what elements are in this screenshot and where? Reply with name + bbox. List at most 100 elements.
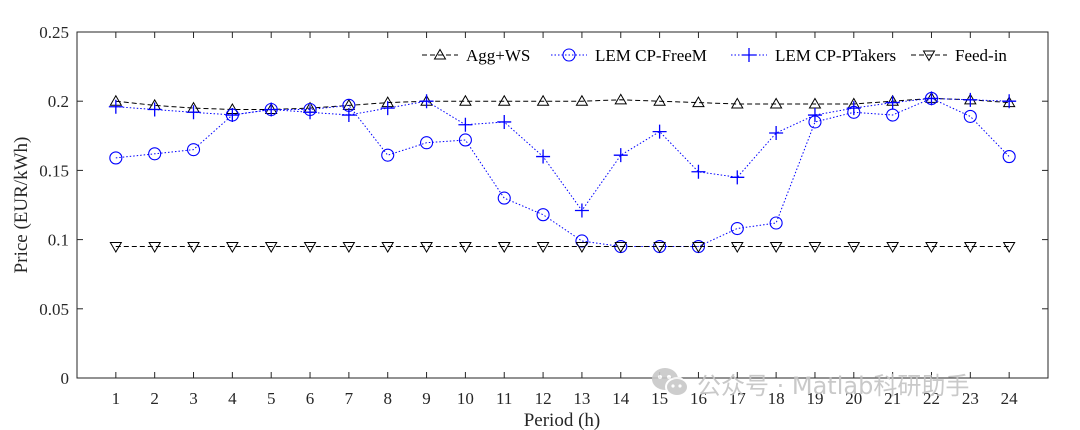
data-point [303, 242, 317, 254]
legend-label: LEM CP-PTakers [775, 46, 896, 65]
series-lem-cp-ptakers [108, 91, 1017, 218]
data-point [109, 242, 123, 254]
data-point [847, 242, 861, 254]
data-point [925, 242, 938, 254]
x-tick-label: 9 [422, 389, 431, 408]
x-tick-label: 16 [690, 389, 707, 408]
data-point [575, 94, 589, 106]
y-tick-label: 0 [61, 369, 70, 388]
legend-marker [433, 48, 447, 60]
data-point [963, 242, 977, 254]
data-point [303, 105, 318, 120]
data-point [497, 114, 512, 129]
data-point [691, 164, 706, 179]
x-tick-label: 15 [651, 389, 668, 408]
data-point [614, 242, 628, 254]
data-point [808, 97, 822, 109]
data-point [769, 97, 783, 109]
x-tick-label: 12 [535, 389, 552, 408]
x-axis: 1 2 3 4 5 6 7 8 9 10 11 12 13 14 15 16 17 18 19 20 21 22 23 24 [112, 32, 1019, 408]
data-point [730, 170, 745, 185]
data-point [885, 95, 900, 110]
data-point [536, 208, 550, 222]
legend-marker [742, 48, 756, 62]
data-point [458, 117, 473, 132]
x-tick-label: 10 [457, 389, 474, 408]
x-tick-label: 4 [228, 389, 237, 408]
data-point [264, 242, 278, 254]
x-tick-label: 2 [150, 389, 159, 408]
x-tick-label: 23 [962, 389, 979, 408]
x-tick-label: 22 [923, 389, 940, 408]
data-point [614, 93, 628, 105]
data-point [692, 96, 705, 108]
data-point [225, 108, 240, 123]
legend-item: Feed-in [911, 46, 1007, 65]
x-tick-label: 17 [729, 389, 747, 408]
data-point [147, 102, 162, 117]
data-point [1002, 150, 1016, 164]
y-tick-label: 0.2 [48, 92, 69, 111]
data-point [342, 242, 356, 254]
legend-item: LEM CP-PTakers [731, 46, 896, 65]
data-point [264, 102, 279, 117]
data-point [769, 242, 783, 254]
legend: Agg+WS LEM CP-FreeM LEM CP-PTakers Feed-in [422, 46, 1007, 65]
data-point [419, 94, 434, 109]
legend-label: Agg+WS [466, 46, 530, 65]
data-point [924, 91, 939, 106]
x-tick-label: 14 [612, 389, 630, 408]
data-point [730, 242, 744, 254]
x-tick-label: 11 [496, 389, 512, 408]
x-tick-label: 24 [1001, 389, 1019, 408]
data-point [886, 242, 900, 254]
data-point [186, 143, 201, 157]
data-point [730, 97, 744, 109]
data-point [497, 242, 511, 254]
data-point [109, 151, 123, 165]
data-point [963, 92, 978, 107]
data-point [381, 148, 395, 162]
x-tick-label: 18 [768, 389, 785, 408]
data-point [575, 242, 589, 254]
data-point [574, 203, 589, 218]
x-tick-label: 8 [383, 389, 392, 408]
data-point [536, 94, 550, 106]
data-point [613, 148, 628, 163]
data-point [1002, 242, 1016, 254]
y-tick-label: 0.1 [48, 231, 69, 250]
data-point [808, 242, 822, 254]
x-tick-label: 3 [189, 389, 198, 408]
data-point [807, 108, 822, 123]
data-point [536, 242, 550, 254]
x-tick-label: 21 [884, 389, 901, 408]
data-point [769, 126, 784, 141]
y-axis-title: Price (EUR/kWh) [11, 137, 32, 274]
data-point [692, 242, 705, 254]
legend-marker [562, 48, 576, 62]
data-point [652, 124, 667, 139]
data-point [341, 108, 356, 123]
y-tick-label: 0.15 [39, 161, 69, 180]
y-tick-label: 0.05 [39, 300, 69, 319]
data-point [536, 149, 551, 164]
data-point [653, 242, 666, 254]
data-point [846, 101, 861, 116]
data-point [420, 136, 434, 150]
data-point [458, 133, 472, 147]
x-tick-label: 7 [345, 389, 354, 408]
x-tick-label: 13 [573, 389, 590, 408]
legend-marker [922, 50, 936, 62]
data-point [459, 94, 472, 106]
wechat-icon [652, 368, 689, 397]
data-point [187, 242, 200, 254]
data-point [769, 216, 783, 230]
data-point [1002, 94, 1017, 109]
series-layer [108, 91, 1017, 254]
data-point [380, 101, 395, 116]
x-tick-label: 20 [845, 389, 862, 408]
series-feed-in [109, 242, 1016, 254]
x-tick-label: 19 [806, 389, 823, 408]
data-point [225, 242, 239, 254]
data-point [108, 99, 123, 114]
